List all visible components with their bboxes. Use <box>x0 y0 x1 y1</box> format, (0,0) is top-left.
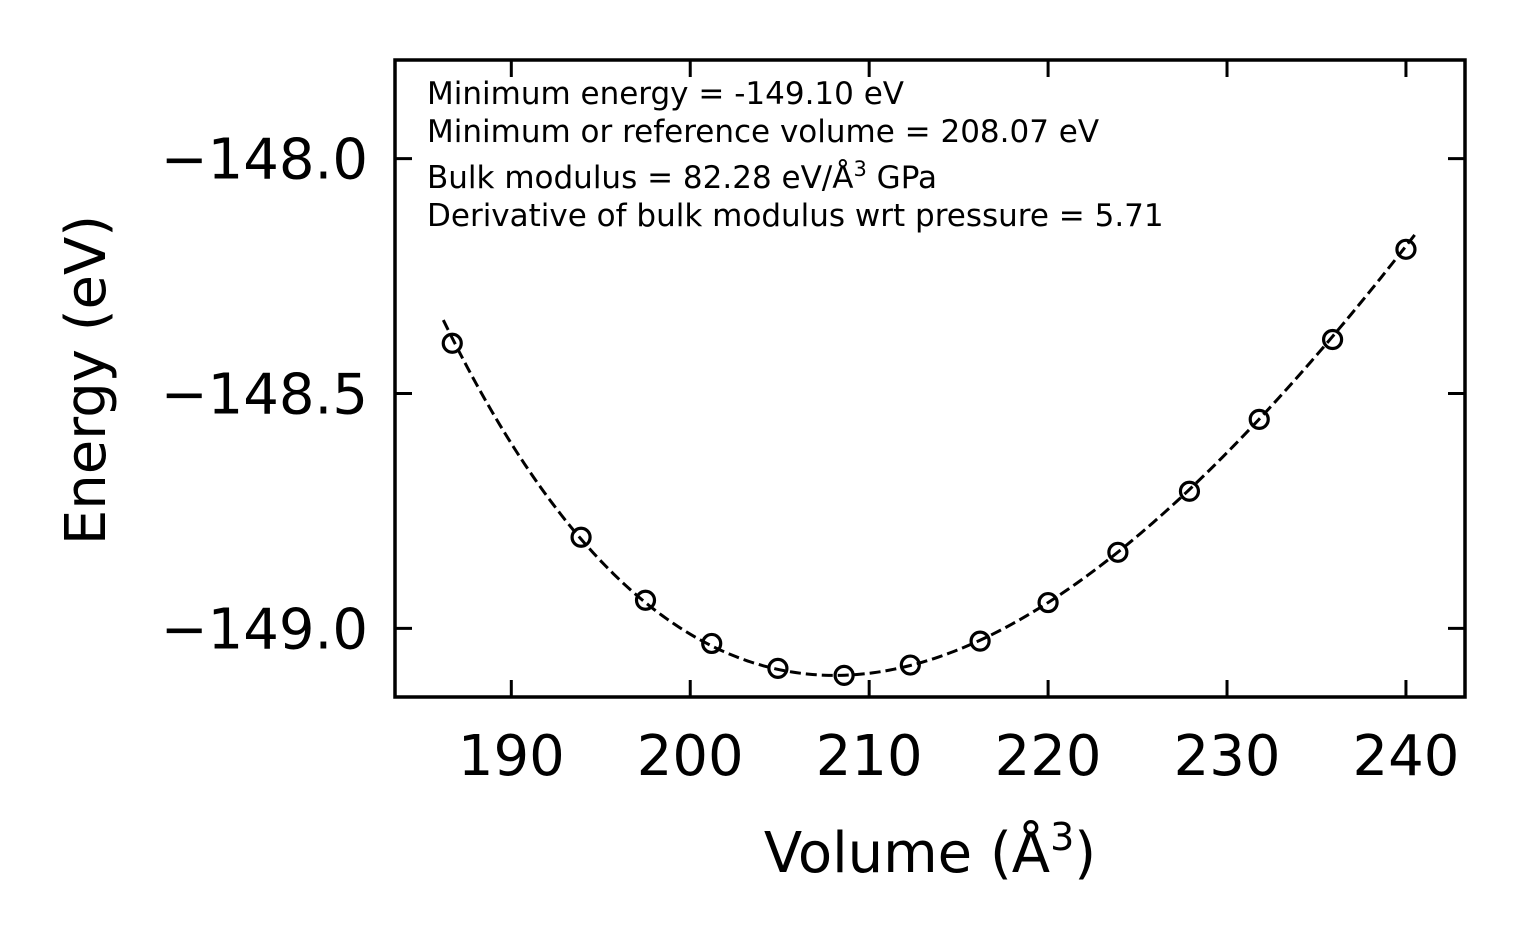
annotation-bulk-modulus-derivative: Derivative of bulk modulus wrt pressure … <box>427 198 1164 234</box>
x-tick-label: 210 <box>816 724 923 789</box>
data-point <box>1395 238 1417 260</box>
x-axis-label-sup: 3 <box>1050 815 1074 859</box>
data-point <box>570 526 592 548</box>
data-point <box>1107 541 1129 563</box>
ticks-layer: 190 200 210 220 230 240 −148.0 −148.5 −149.0 <box>161 60 1465 789</box>
data-point <box>1248 408 1270 430</box>
plot-frame <box>393 58 1467 699</box>
x-tick-label: 190 <box>458 724 565 789</box>
data-point <box>1037 591 1059 614</box>
fit-curve <box>441 231 1418 677</box>
bulk-modulus-text: Bulk modulus = 82.28 eV/Å <box>427 160 853 196</box>
x-axis-label-text: Volume (Å <box>764 820 1050 886</box>
data-point <box>767 657 789 679</box>
y-tick-label: −149.0 <box>161 597 368 662</box>
data-point <box>1178 480 1201 502</box>
x-tick-label: 200 <box>637 724 744 789</box>
plot-layer <box>441 231 1418 686</box>
x-axis-label-close: ) <box>1074 821 1096 886</box>
x-tick-label: 220 <box>995 724 1102 789</box>
y-tick-label: −148.5 <box>161 363 368 428</box>
bulk-modulus-unit: GPa <box>867 160 937 196</box>
data-point <box>634 589 657 611</box>
annotation-min-energy: Minimum energy = -149.10 eV <box>427 76 904 112</box>
annotation-ref-volume: Minimum or reference volume = 208.07 eV <box>427 114 1099 150</box>
data-point <box>701 632 723 655</box>
y-axis-label: Energy (eV) <box>54 215 119 545</box>
x-tick-label: 230 <box>1174 724 1281 789</box>
data-point <box>899 654 921 676</box>
data-point <box>1321 328 1344 351</box>
y-tick-label: −148.0 <box>161 128 368 193</box>
annotation-bulk-modulus: Bulk modulus = 82.28 eV/Å3 GPa <box>427 157 937 196</box>
data-point <box>969 630 991 652</box>
bulk-modulus-sup: 3 <box>853 157 866 181</box>
x-tick-label: 240 <box>1353 724 1460 789</box>
data-point <box>833 664 855 686</box>
x-axis-label: Volume (Å3) <box>764 815 1096 886</box>
data-point <box>441 332 463 354</box>
